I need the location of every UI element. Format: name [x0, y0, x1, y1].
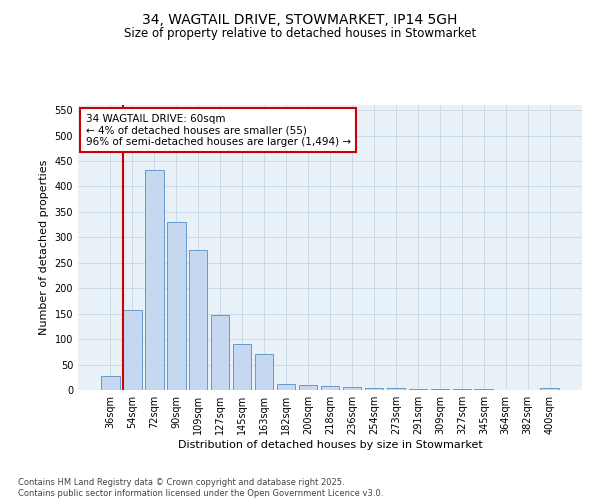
Bar [123, 310, 142, 390]
Bar [167, 222, 185, 390]
Text: Contains HM Land Registry data © Crown copyright and database right 2025.
Contai: Contains HM Land Registry data © Crown c… [18, 478, 383, 498]
Text: 34 WAGTAIL DRIVE: 60sqm
← 4% of detached houses are smaller (55)
96% of semi-det: 34 WAGTAIL DRIVE: 60sqm ← 4% of detached… [86, 114, 350, 147]
Bar [233, 344, 251, 390]
Text: Size of property relative to detached houses in Stowmarket: Size of property relative to detached ho… [124, 28, 476, 40]
Bar [101, 376, 119, 390]
Bar [277, 384, 295, 390]
Bar [320, 386, 340, 390]
X-axis label: Distribution of detached houses by size in Stowmarket: Distribution of detached houses by size … [178, 440, 482, 450]
Bar [541, 388, 559, 390]
Bar [365, 388, 383, 390]
Text: 34, WAGTAIL DRIVE, STOWMARKET, IP14 5GH: 34, WAGTAIL DRIVE, STOWMARKET, IP14 5GH [142, 12, 458, 26]
Bar [255, 354, 274, 390]
Bar [211, 314, 229, 390]
Bar [145, 170, 164, 390]
Y-axis label: Number of detached properties: Number of detached properties [39, 160, 49, 335]
Bar [343, 388, 361, 390]
Bar [386, 388, 405, 390]
Bar [299, 385, 317, 390]
Bar [189, 250, 208, 390]
Bar [409, 389, 427, 390]
